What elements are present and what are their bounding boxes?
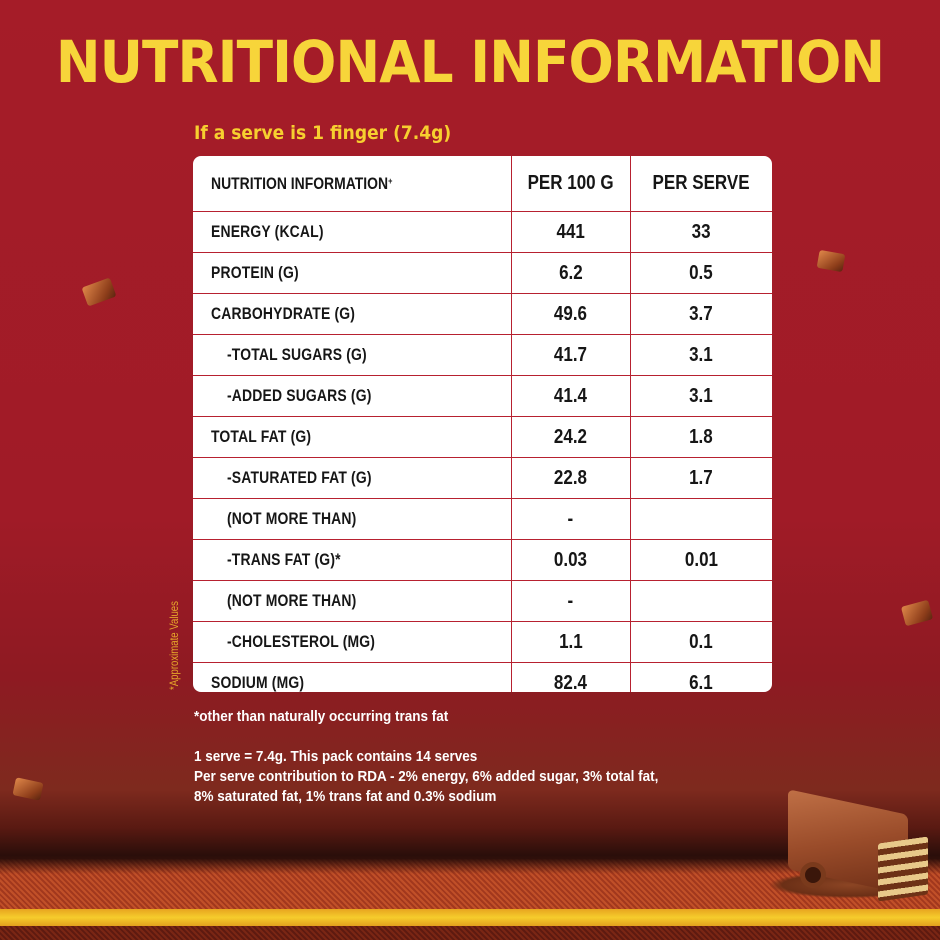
- nutrient-label: PROTEIN (G): [193, 252, 512, 294]
- per-100g-value: 24.2: [510, 416, 631, 458]
- per-serve-value: 1.8: [629, 416, 772, 458]
- nutrient-label: -TRANS FAT (G)*: [193, 539, 512, 581]
- per-100g-value: 6.2: [510, 252, 631, 294]
- nutrient-label: ENERGY (KCAL): [193, 211, 512, 253]
- table-row: CARBOHYDRATE (G) 49.6 3.7: [193, 293, 772, 335]
- nutrient-label: (NOT MORE THAN): [193, 580, 512, 622]
- per-100g-value: 22.8: [510, 457, 631, 499]
- per-serve-value: 3.1: [629, 375, 772, 417]
- per-100g-value: 82.4: [510, 662, 631, 692]
- per-serve-value: [629, 498, 772, 540]
- nutrient-label: (NOT MORE THAN): [193, 498, 512, 540]
- table-row: -CHOLESTEROL (MG) 1.1 0.1: [193, 621, 772, 663]
- per-100g-value: 441: [510, 211, 631, 253]
- nutrient-label: -ADDED SUGARS (G): [193, 375, 512, 417]
- header-per-serve: PER SERVE: [629, 156, 772, 212]
- per-100g-value: 41.4: [510, 375, 631, 417]
- per-100g-value: 49.6: [510, 293, 631, 335]
- rda-line-2: 8% saturated fat, 1% trans fat and 0.3% …: [194, 788, 497, 805]
- table-row: (NOT MORE THAN) -: [193, 498, 772, 540]
- chocolate-piece-icon: [81, 277, 117, 307]
- table-row: -ADDED SUGARS (G) 41.4 3.1: [193, 375, 772, 417]
- table-row: -TRANS FAT (G)* 0.03 0.01: [193, 539, 772, 581]
- table-row: -TOTAL SUGARS (G) 41.7 3.1: [193, 334, 772, 376]
- table-row: ENERGY (KCAL) 441 33: [193, 211, 772, 253]
- table-row: SODIUM (MG) 82.4 6.1: [193, 662, 772, 692]
- per-100g-value: 0.03: [510, 539, 631, 581]
- per-serve-value: 33: [629, 211, 772, 253]
- table-row: TOTAL FAT (G) 24.2 1.8: [193, 416, 772, 458]
- per-serve-value: 0.5: [629, 252, 772, 294]
- per-100g-value: -: [510, 498, 631, 540]
- per-100g-value: 41.7: [510, 334, 631, 376]
- trans-fat-footnote: *other than naturally occurring trans fa…: [194, 708, 449, 725]
- table-row: PROTEIN (G) 6.2 0.5: [193, 252, 772, 294]
- yellow-stripe: [0, 909, 940, 926]
- nutrient-label: -CHOLESTEROL (MG): [193, 621, 512, 663]
- footnotes: *other than naturally occurring trans fa…: [194, 707, 710, 807]
- chocolate-piece-icon: [12, 777, 44, 801]
- chocolate-piece-icon: [900, 599, 934, 627]
- nutrition-table: NUTRITION INFORMATION+ PER 100 G PER SER…: [193, 156, 772, 692]
- per-serve-value: 0.1: [629, 621, 772, 663]
- table-row: -SATURATED FAT (G) 22.8 1.7: [193, 457, 772, 499]
- header-per-100g: PER 100 G: [510, 156, 631, 212]
- per-serve-value: 3.7: [629, 293, 772, 335]
- per-100g-value: -: [510, 580, 631, 622]
- per-serve-value: 0.01: [629, 539, 772, 581]
- approximate-values-note: *Approximate Values: [167, 601, 181, 690]
- chocolate-wafer-bar-image: [770, 789, 930, 902]
- serve-info: 1 serve = 7.4g. This pack contains 14 se…: [194, 748, 478, 765]
- table-header-row: NUTRITION INFORMATION+ PER 100 G PER SER…: [193, 156, 772, 212]
- nutrient-label: CARBOHYDRATE (G): [193, 293, 512, 335]
- per-serve-value: 1.7: [629, 457, 772, 499]
- nutrition-table-card: NUTRITION INFORMATION+ PER 100 G PER SER…: [193, 156, 772, 692]
- nutrient-label: -TOTAL SUGARS (G): [193, 334, 512, 376]
- nutrient-label: SODIUM (MG): [193, 662, 512, 692]
- per-100g-value: 1.1: [510, 621, 631, 663]
- header-nutrition-information: NUTRITION INFORMATION+: [193, 156, 512, 212]
- nutrient-label: -SATURATED FAT (G): [193, 457, 512, 499]
- per-serve-value: 6.1: [629, 662, 772, 692]
- table-row: (NOT MORE THAN) -: [193, 580, 772, 622]
- chocolate-piece-icon: [816, 249, 846, 273]
- page-title: NUTRITIONAL INFORMATION: [55, 28, 885, 96]
- per-serve-value: 3.1: [629, 334, 772, 376]
- nutrient-label: TOTAL FAT (G): [193, 416, 512, 458]
- bottom-band: [0, 926, 940, 940]
- serving-subtitle: If a serve is 1 finger (7.4g): [194, 122, 452, 144]
- per-serve-value: [629, 580, 772, 622]
- rda-line-1: Per serve contribution to RDA - 2% energ…: [194, 768, 659, 785]
